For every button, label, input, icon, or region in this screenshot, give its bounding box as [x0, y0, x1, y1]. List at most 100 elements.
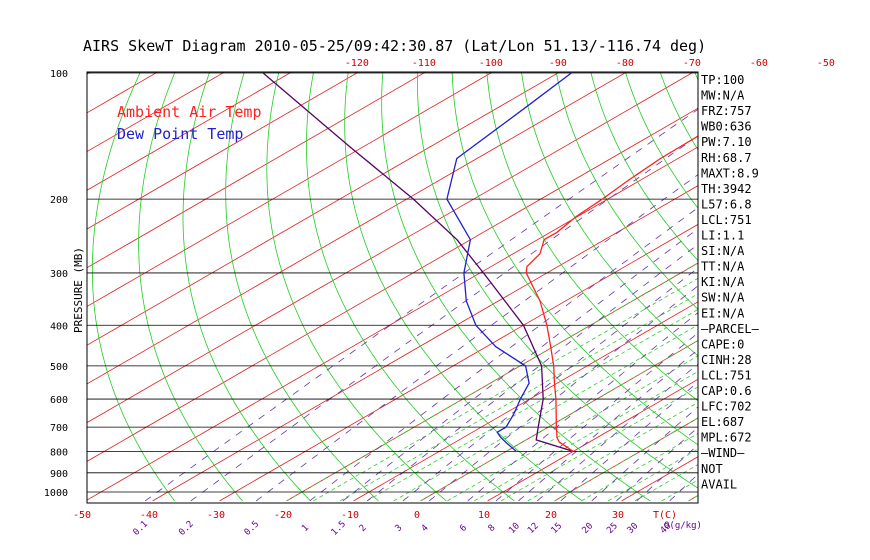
mixing-ratio-tick-label: 15	[550, 521, 565, 536]
dry-adiabat-line	[760, 64, 870, 501]
dry-adiabat-line	[659, 72, 698, 151]
isotherm-line	[756, 64, 870, 501]
dry-adiabat-line	[416, 72, 698, 489]
grid-lines	[87, 64, 870, 502]
dry-adiabat-line	[344, 72, 583, 502]
mixing-ratio-line	[591, 406, 698, 502]
sounding-index-item: SI:N/A	[701, 244, 745, 258]
moist-adiabat-line	[554, 417, 698, 502]
isotherm-line	[87, 72, 226, 152]
isotherm-line	[87, 72, 360, 230]
mixing-ratio-tick-label: 1	[300, 523, 311, 534]
mixing-ratio-line	[636, 444, 698, 502]
dry-adiabat-line	[182, 72, 311, 502]
top-temp-tick-label: -120	[345, 58, 369, 69]
chart-title: AIRS SkewT Diagram 2010-05-25/09:42:30.8…	[83, 37, 706, 55]
moist-adiabat-line	[420, 339, 698, 502]
pressure-tick-label: 800	[50, 447, 68, 458]
dry-adiabat-line	[91, 72, 175, 502]
moist-adiabat-line	[581, 433, 698, 502]
y-axis-label: PRESSURE (MB)	[72, 247, 85, 333]
moist-adiabat-line	[634, 464, 698, 502]
mixing-ratio-line	[309, 207, 698, 502]
isotherm-line	[87, 72, 92, 75]
moist-adiabat-line	[339, 293, 698, 502]
isotherm-line	[554, 417, 698, 502]
mixing-ratio-unit-label: Q(g/kg)	[664, 521, 702, 531]
sounding-index-item: TH:3942	[701, 182, 752, 196]
dry-adiabat-line	[138, 72, 243, 502]
sounding-index-item: CINH:28	[701, 353, 752, 367]
mixing-ratio-tick-label: 2	[358, 523, 369, 534]
bottom-temp-tick-label: -50	[73, 510, 91, 521]
sounding-index-item: RH:68.7	[701, 151, 752, 165]
sounding-index-item: NOT	[701, 462, 723, 476]
mixing-ratio-line	[560, 381, 698, 502]
pressure-tick-label: 400	[50, 321, 68, 332]
sounding-index-item: TP:100	[701, 73, 744, 87]
isotherm-line	[487, 378, 698, 502]
top-temp-tick-label: -100	[479, 58, 503, 69]
isotherm-line	[87, 72, 628, 385]
sounding-index-item: —WIND—	[701, 446, 745, 460]
bottom-temp-tick-label: -10	[341, 510, 359, 521]
moist-adiabat-line	[366, 308, 698, 502]
moist-adiabat-line	[286, 262, 698, 502]
dry-adiabat-line	[828, 64, 870, 501]
sounding-index-item: LCL:751	[701, 368, 752, 382]
isotherm-line	[87, 72, 494, 307]
dry-adiabat-line	[590, 72, 698, 262]
sounding-index-item: L57:6.8	[701, 197, 752, 211]
legend-ambient-air-temp: Ambient Air Temp	[117, 103, 262, 121]
mixing-ratio-tick-label: 4	[420, 523, 431, 534]
moist-adiabat-line	[447, 355, 698, 502]
pressure-tick-label: 1000	[44, 488, 68, 499]
mixing-ratio-tick-label: 30	[626, 521, 641, 536]
sounding-index-item: —PARCEL—	[701, 322, 760, 336]
isotherm-line	[420, 340, 698, 502]
bottom-temp-unit-label: T(C)	[653, 510, 677, 521]
legend-dew-point-temp: Dew Point Temp	[117, 125, 243, 143]
isotherm-line	[353, 301, 698, 502]
moist-adiabat-line	[473, 370, 698, 502]
sounding-index-item: LFC:702	[701, 400, 752, 414]
isotherm-line	[87, 72, 695, 424]
mixing-ratio-line	[537, 363, 698, 502]
pressure-tick-label: 500	[50, 362, 68, 373]
mixing-ratio-line	[429, 285, 698, 502]
sounding-index-item: LCL:751	[701, 213, 752, 227]
pressure-tick-label: 700	[50, 423, 68, 434]
dry-adiabat-line	[381, 72, 651, 502]
plot-frame	[86, 71, 699, 504]
mixing-ratio-line	[669, 473, 698, 502]
bottom-temp-tick-label: -30	[207, 510, 225, 521]
dry-adiabat-line	[862, 64, 870, 501]
moist-adiabat-line	[661, 479, 698, 502]
pressure-tick-label: 300	[50, 269, 68, 280]
dry-adiabat-line	[486, 72, 698, 402]
dry-adiabat-line	[266, 72, 447, 502]
mixing-ratio-tick-label: 0.5	[243, 519, 262, 538]
mixing-ratio-line	[342, 228, 698, 502]
sounding-index-item: MW:N/A	[701, 89, 745, 103]
bottom-temp-tick-label: -20	[274, 510, 292, 521]
legend: Ambient Air Temp Dew Point Temp	[117, 103, 262, 143]
dew-point-temp-line	[446, 72, 572, 452]
moist-adiabat-line	[527, 402, 698, 502]
isotherm-line	[87, 72, 427, 269]
mixing-ratio-tick-label: 10	[507, 521, 522, 536]
pressure-tick-label: 200	[50, 195, 68, 206]
mixing-ratio-tick-label: 0.2	[177, 519, 196, 538]
mixing-ratio-line	[467, 312, 698, 502]
dry-adiabat-line	[555, 72, 698, 310]
sounding-index-item: TT:N/A	[701, 260, 745, 274]
isotherm-line	[87, 107, 698, 462]
mixing-ratio-tick-label: 0.1	[132, 519, 151, 538]
sounding-index-item: LI:1.1	[701, 229, 744, 243]
bottom-temp-tick-label: -40	[140, 510, 158, 521]
mixing-ratio-line	[367, 243, 698, 502]
pressure-tick-label: 900	[50, 469, 68, 480]
top-temp-tick-label: -60	[750, 58, 768, 69]
